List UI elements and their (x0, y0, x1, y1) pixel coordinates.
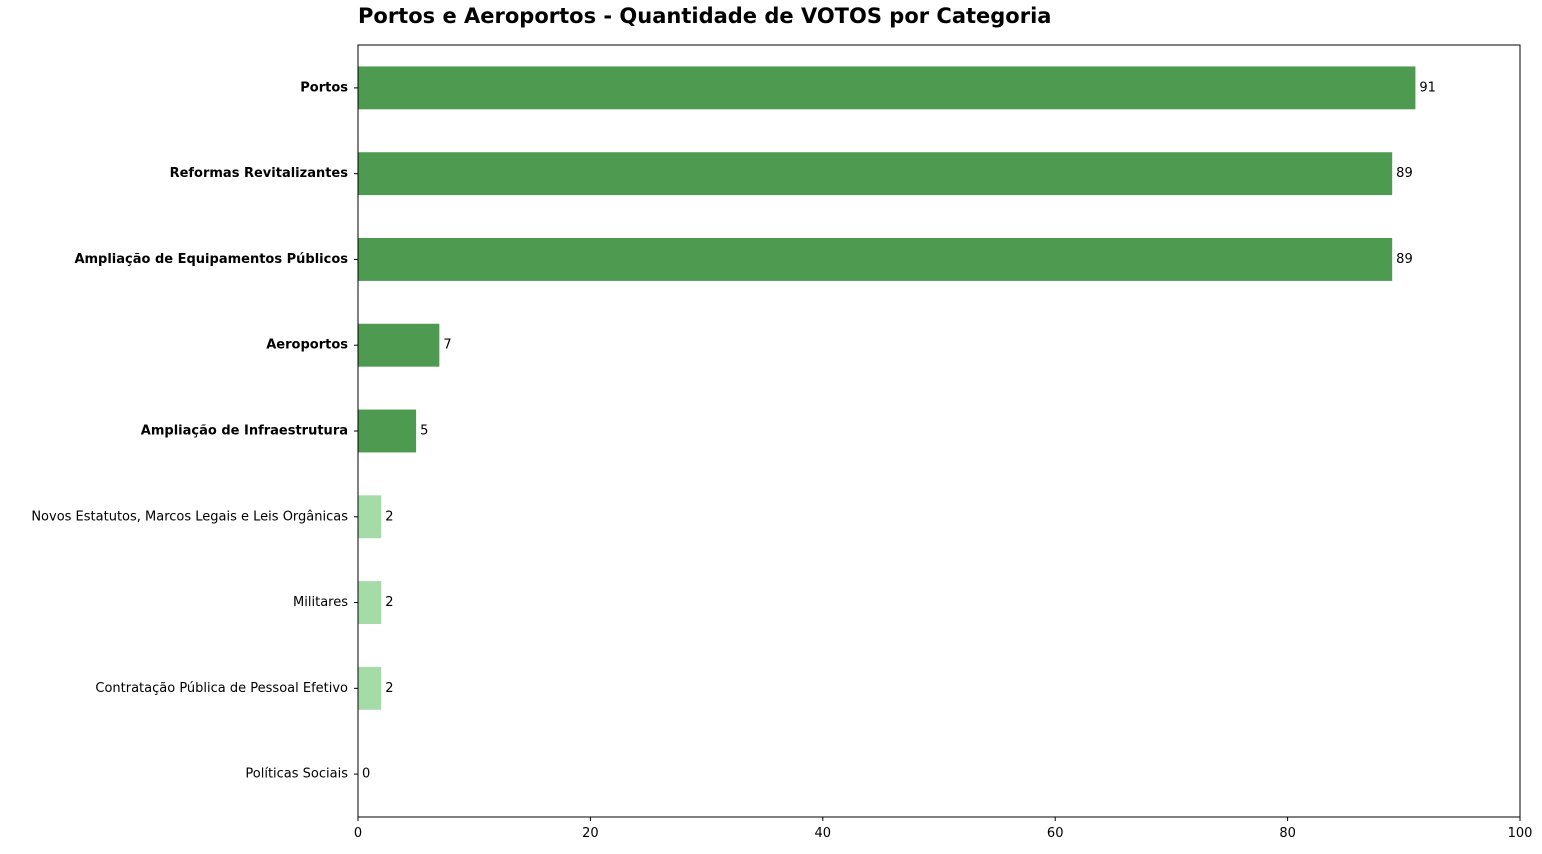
value-label: 5 (420, 424, 428, 439)
category-label: Ampliação de Infraestrutura (141, 424, 348, 439)
x-tick-label: 60 (1047, 826, 1064, 841)
bar (358, 666, 382, 710)
category-label: Aeroportos (266, 338, 348, 353)
value-label: 2 (385, 595, 393, 610)
value-label: 2 (385, 509, 393, 524)
plot-frame (357, 44, 1521, 818)
value-label: 0 (362, 767, 370, 782)
chart-title: Portos e Aeroportos - Quantidade de VOTO… (358, 4, 1052, 28)
x-tick-label: 100 (1508, 826, 1533, 841)
category-label: Reformas Revitalizantes (170, 166, 349, 181)
value-label: 2 (385, 681, 393, 696)
bar (358, 581, 382, 624)
x-tick-label: 40 (815, 826, 832, 841)
bar (358, 238, 1393, 281)
value-label: 89 (1396, 166, 1413, 181)
category-label: Políticas Sociais (245, 767, 348, 782)
category-label: Contratação Pública de Pessoal Efetivo (95, 681, 348, 696)
category-label: Militares (293, 595, 348, 610)
value-label: 89 (1396, 252, 1413, 267)
category-label: Ampliação de Equipamentos Públicos (74, 252, 348, 267)
bar (358, 66, 1416, 110)
x-tick-label: 20 (582, 826, 599, 841)
bars-layer (358, 66, 1416, 710)
x-axis: 0 20 40 60 80 100 (354, 817, 1533, 841)
bar (358, 409, 417, 453)
bar (358, 152, 1393, 196)
value-labels: 91 89 89 7 5 2 2 2 0 (362, 80, 1436, 781)
category-labels: Portos Reformas Revitalizantes Ampliação d… (31, 80, 358, 782)
x-tick-label: 80 (1279, 826, 1296, 841)
category-label: Novos Estatutos, Marcos Legais e Leis Or… (31, 509, 348, 524)
bar (358, 323, 440, 367)
bar (358, 495, 382, 539)
category-label: Portos (300, 80, 348, 95)
value-label: 91 (1419, 80, 1436, 95)
x-tick-label: 0 (354, 826, 362, 841)
value-label: 7 (443, 338, 451, 353)
